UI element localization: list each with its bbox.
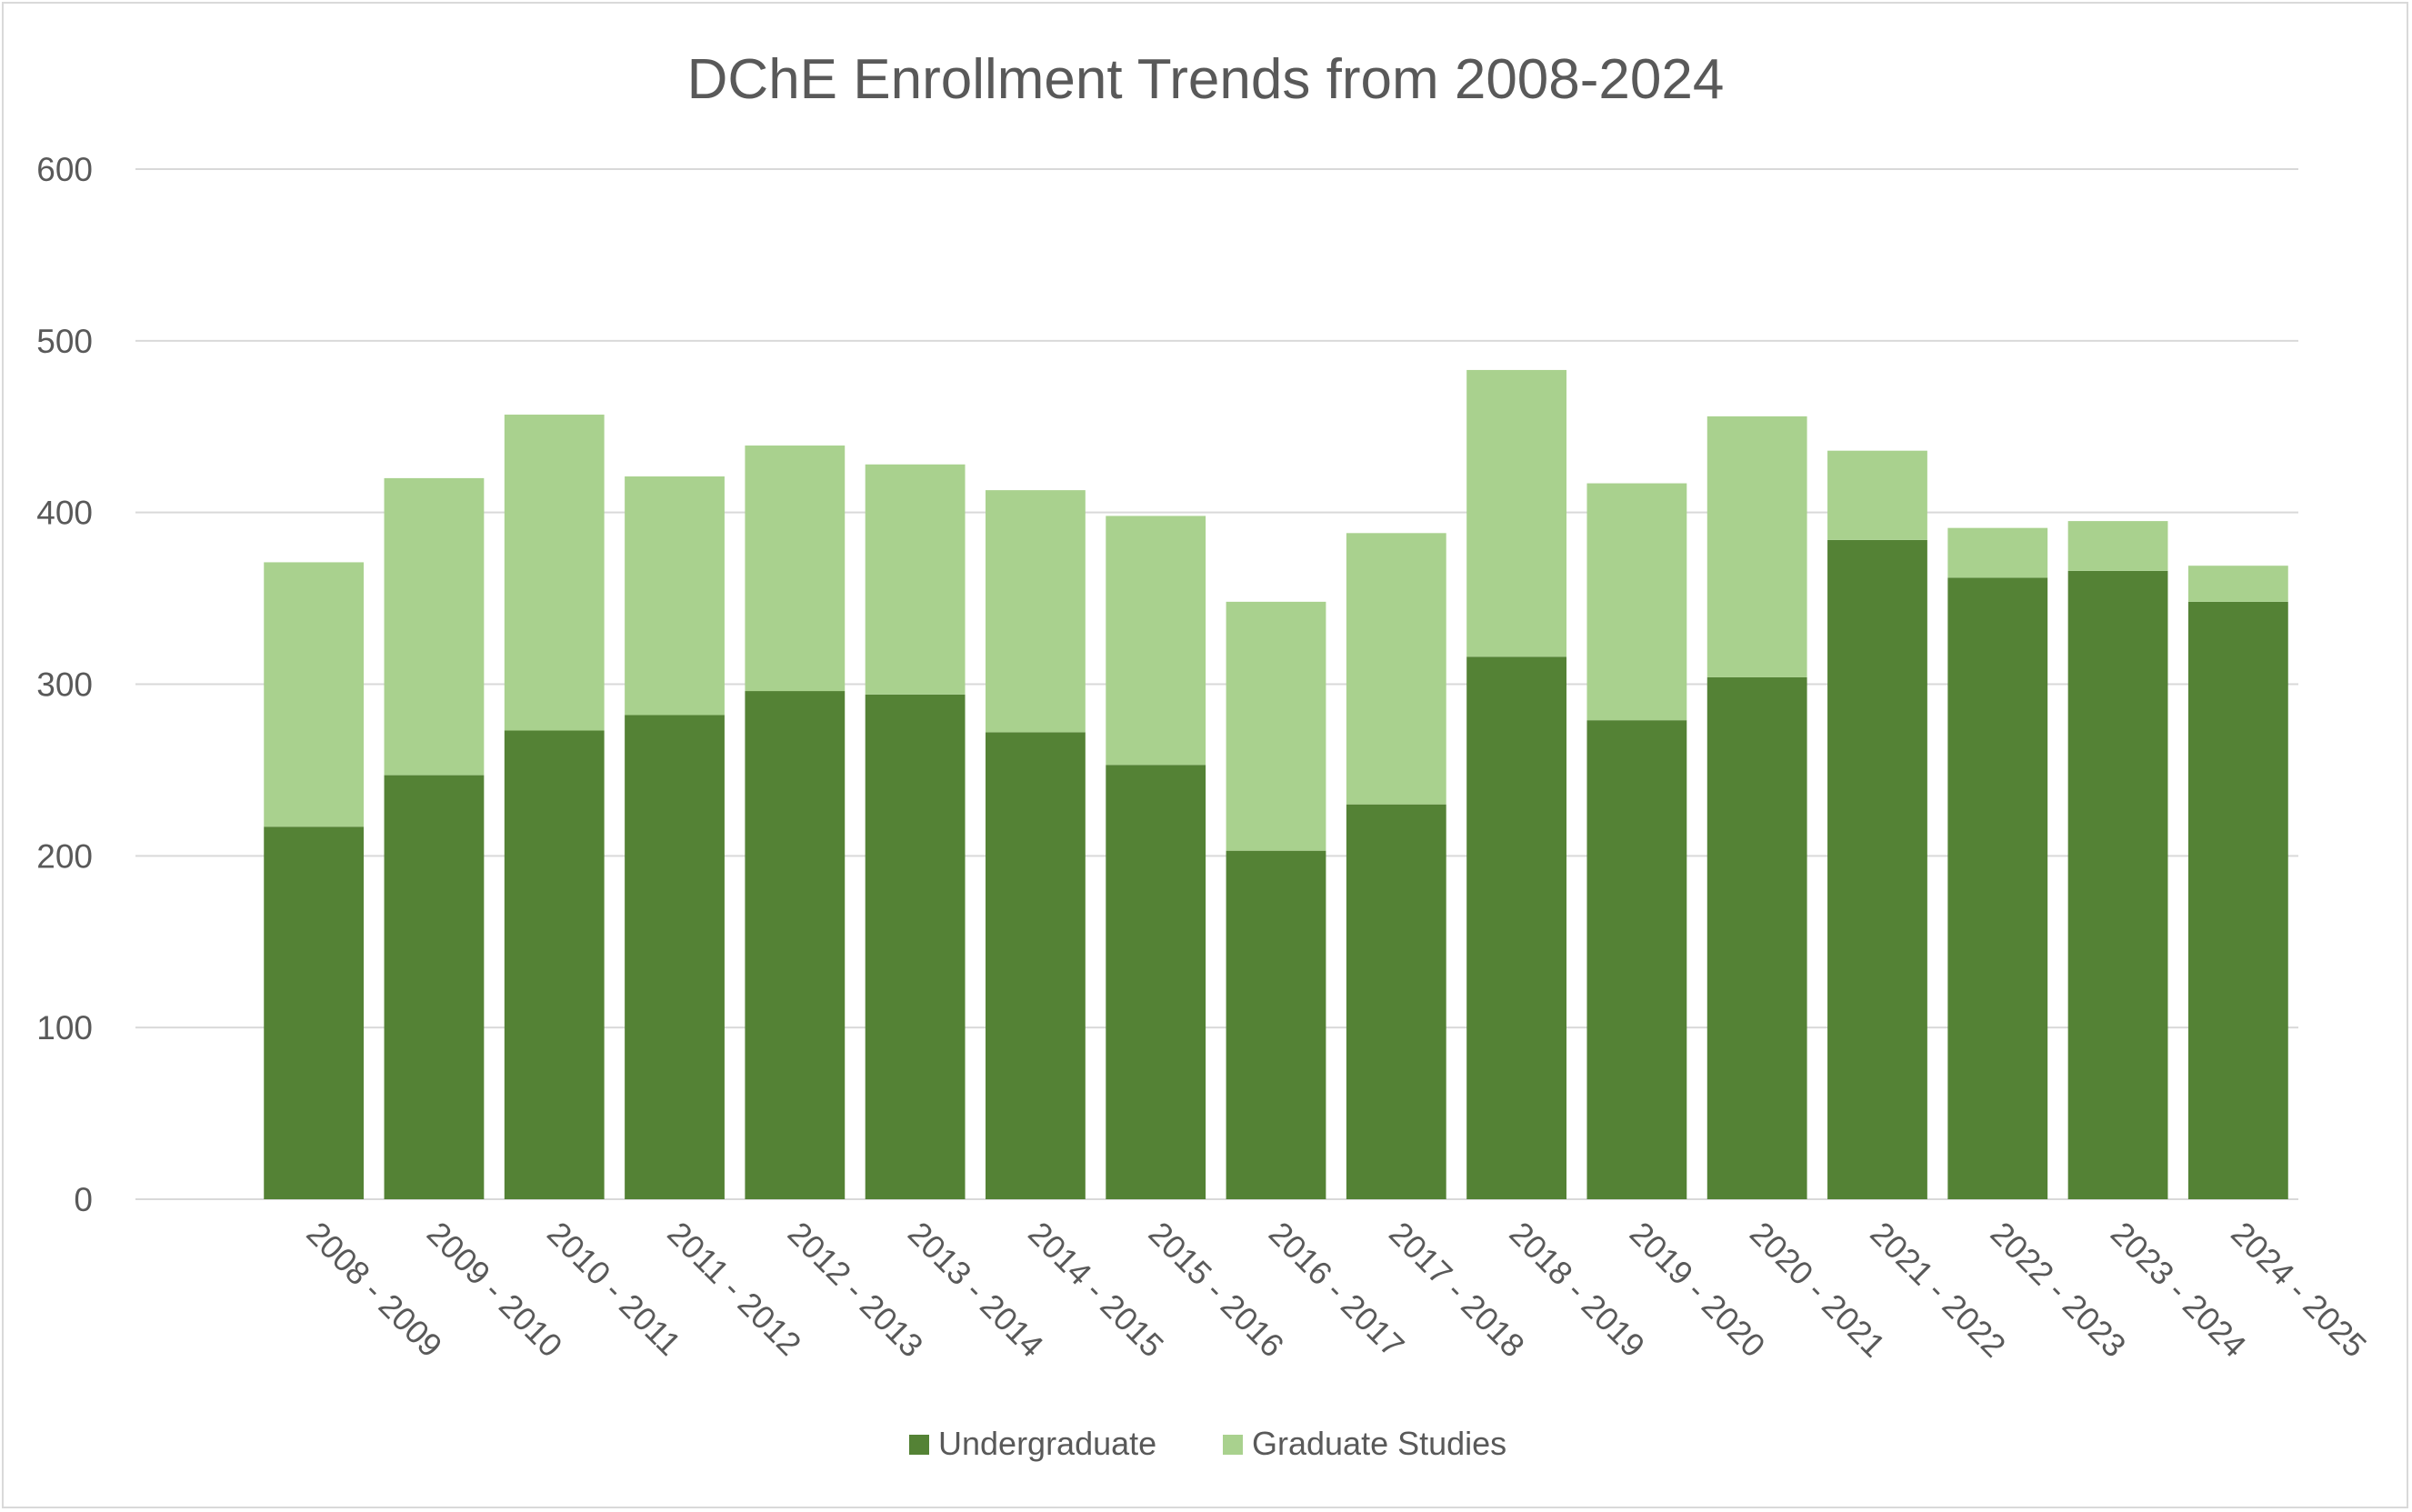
bar-undergraduate [1466,656,1566,1199]
bar-undergraduate [1106,765,1206,1199]
bar-undergraduate [1947,577,2048,1199]
bar-graduate-studies [1346,533,1446,805]
legend-swatch [909,1435,929,1455]
bar-graduate-studies [1106,516,1206,766]
bar-undergraduate [264,826,365,1199]
y-tick-label: 0 [74,1181,93,1218]
bar-graduate-studies [1827,450,1927,540]
bar-graduate-studies [986,490,1086,733]
legend: Undergraduate Graduate Studies [909,1425,1506,1462]
bar-graduate-studies [2067,521,2168,571]
bar-undergraduate [1827,539,1927,1199]
y-tick-label: 200 [36,837,93,875]
bar-graduate-studies [384,477,485,776]
bar-undergraduate [1346,804,1446,1199]
bar-graduate-studies [1947,527,2048,578]
y-axis-tick-labels: 0 100 200 300 400 500 600 [36,151,93,1218]
bar-graduate-studies [745,446,846,692]
bar-undergraduate [865,694,966,1199]
legend-swatch [1223,1435,1243,1455]
legend-label: Undergraduate [938,1425,1156,1462]
bar-undergraduate [986,732,1086,1199]
bar-graduate-studies [865,464,966,695]
bar-undergraduate [2067,570,2168,1199]
y-tick-label: 500 [36,323,93,360]
gridlines [135,168,2298,1200]
bar-undergraduate [1586,720,1687,1199]
y-tick-label: 300 [36,666,93,704]
bar-undergraduate [625,715,725,1199]
bar-graduate-studies [264,562,365,827]
legend-label: Graduate Studies [1252,1425,1506,1462]
bar-graduate-studies [2187,566,2288,602]
bar-graduate-studies [1226,601,1326,851]
bar-graduate-studies [1466,369,1566,657]
bar-graduate-studies [1586,483,1687,721]
bar-undergraduate [384,775,485,1199]
bar-graduate-studies [1706,416,1807,677]
bar-undergraduate [1226,850,1326,1199]
bar-undergraduate [2187,601,2288,1199]
bar-undergraduate [504,730,605,1199]
y-tick-label: 400 [36,495,93,532]
chart-title: DChE Enrollment Trends from 2008-2024 [687,48,1725,111]
bar-undergraduate [1706,676,1807,1199]
y-tick-label: 600 [36,151,93,188]
y-tick-label: 100 [36,1009,93,1046]
bar-graduate-studies [625,476,725,716]
bar-undergraduate [745,691,846,1199]
bar-graduate-studies [504,415,605,731]
bars [264,369,2288,1199]
